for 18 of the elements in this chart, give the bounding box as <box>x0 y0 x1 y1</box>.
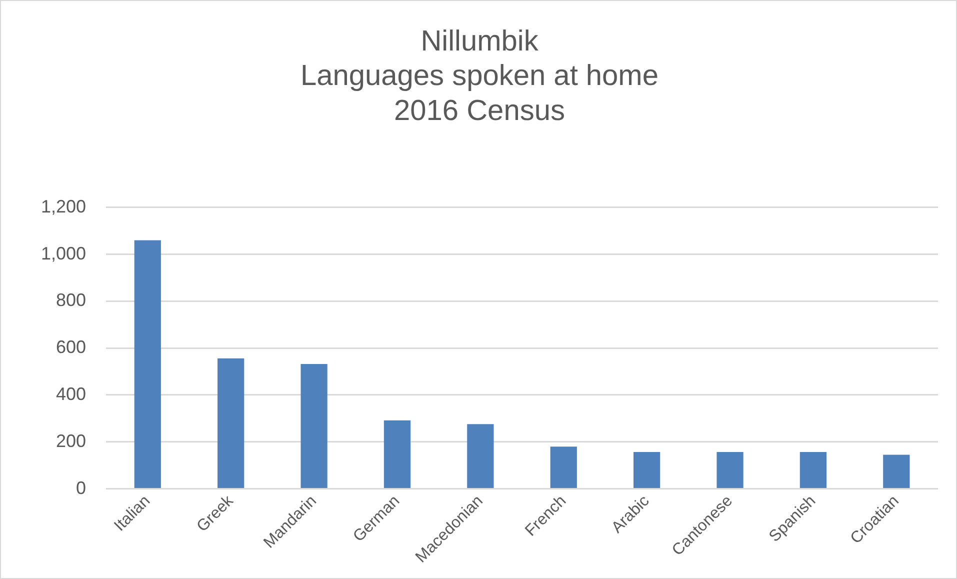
bar <box>384 420 411 488</box>
y-tick-label: 800 <box>56 290 86 310</box>
bar <box>300 364 328 488</box>
bar <box>467 424 494 488</box>
bar <box>883 454 910 488</box>
y-tick-label: 0 <box>76 478 86 498</box>
bar <box>134 240 161 488</box>
y-tick-label: 400 <box>56 384 86 404</box>
bar <box>550 446 577 488</box>
y-tick-label: 600 <box>56 337 86 358</box>
bar <box>634 452 660 488</box>
chart-title: Nillumbik Languages spoken at home 2016 Census <box>300 25 658 127</box>
bar <box>218 358 244 488</box>
bar <box>800 452 827 488</box>
y-tick-label: 200 <box>56 430 86 451</box>
y-tick-label: 1,000 <box>40 243 86 264</box>
y-tick-label: 1,200 <box>40 196 86 216</box>
bar <box>716 452 744 488</box>
